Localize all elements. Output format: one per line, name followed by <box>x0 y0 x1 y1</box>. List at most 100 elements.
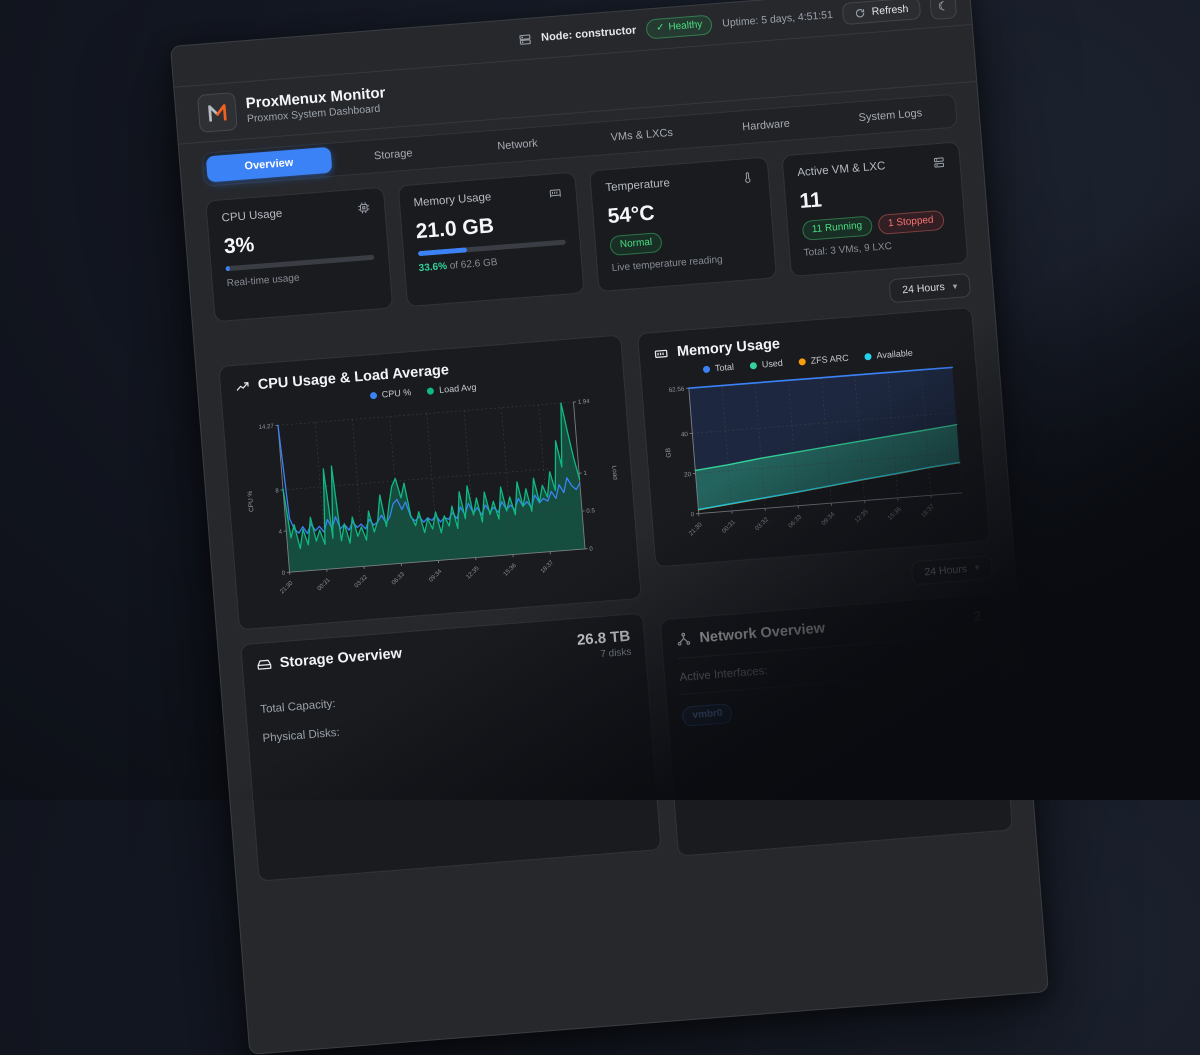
time-range-select[interactable]: 24 Hours▾ <box>888 273 971 303</box>
storage-rows: Total Capacity:Physical Disks: <box>260 675 637 745</box>
moon-icon: ☾ <box>937 0 949 14</box>
vm-card-title: Active VM & LXC <box>797 160 886 179</box>
cpu-usage-card: CPU Usage 3% Real-time usage <box>205 187 393 323</box>
memory-usage-value: 21.0 GB <box>415 209 565 245</box>
refresh-button[interactable]: Refresh <box>842 0 921 25</box>
storage-total-value: 26.8 TB <box>576 628 631 649</box>
svg-text:00:31: 00:31 <box>721 518 737 534</box>
dashboard-panel: Node: constructor ✓Healthy Uptime: 5 day… <box>170 0 1049 1055</box>
temperature-value: 54°C <box>607 194 757 230</box>
svg-text:03:32: 03:32 <box>354 574 369 589</box>
network-icon <box>676 631 692 647</box>
tab-vms-lxcs[interactable]: VMs & LXCs <box>579 117 705 153</box>
cpu-load-chart: 21:30 00:31 03:32 06:33 09:34 12:35 15:36 18:37… <box>237 383 627 620</box>
svg-text:18:37: 18:37 <box>920 503 936 519</box>
temperature-status-badge: Normal <box>609 232 663 256</box>
chevron-down-icon: ▾ <box>975 563 980 574</box>
vm-count-value: 11 <box>799 178 949 214</box>
svg-text:21:30: 21:30 <box>688 521 704 537</box>
cpu-chip-icon <box>356 201 370 218</box>
cpu-card-caption: Real-time usage <box>226 267 375 290</box>
vm-running-badge: 11 Running <box>801 215 873 240</box>
memory-icon <box>654 345 670 361</box>
vm-card-caption: Total: 3 VMs, 9 LXC <box>803 236 952 259</box>
svg-text:12:35: 12:35 <box>466 565 481 580</box>
svg-text:00:31: 00:31 <box>317 577 332 592</box>
network-card-title: Network Overview <box>699 620 826 646</box>
svg-text:03:32: 03:32 <box>754 516 770 532</box>
main-grid: CPU Usage & Load Average CPU %Load Avg 2… <box>218 307 1013 890</box>
svg-text:20: 20 <box>684 471 692 479</box>
memory-usage-card: Memory Usage 21.0 GB 33.6% of 62.6 GB <box>397 172 585 308</box>
temperature-card-title: Temperature <box>605 177 670 194</box>
tab-hardware[interactable]: Hardware <box>703 108 829 144</box>
storage-disks-value: 7 disks <box>578 647 632 662</box>
server-icon <box>518 32 532 46</box>
svg-text:09:34: 09:34 <box>821 511 837 527</box>
chevron-down-icon: ▾ <box>952 280 957 291</box>
svg-text:15:36: 15:36 <box>503 562 518 577</box>
svg-text:0: 0 <box>691 511 696 518</box>
proxmenux-logo <box>197 92 238 133</box>
svg-text:06:33: 06:33 <box>788 513 804 529</box>
svg-text:0: 0 <box>282 571 286 577</box>
svg-text:CPU %: CPU % <box>247 490 256 512</box>
memory-usage-chart: 21:30 00:31 03:32 06:33 09:34 12:35 15:36 18:37… <box>656 356 975 557</box>
svg-text:14.27: 14.27 <box>258 424 274 431</box>
hard-drive-icon <box>256 656 272 672</box>
svg-text:21:30: 21:30 <box>279 580 294 595</box>
temperature-card: Temperature 54°C Normal Live temperature… <box>589 156 777 292</box>
storage-card-title: Storage Overview <box>279 646 402 672</box>
svg-text:0.5: 0.5 <box>586 508 595 515</box>
time-range-select-2[interactable]: 24 Hours▾ <box>911 555 994 585</box>
svg-text:GB: GB <box>665 447 673 458</box>
svg-text:Load: Load <box>610 465 618 480</box>
memory-progress-fill <box>417 247 467 256</box>
memory-chart-title: Memory Usage <box>676 336 780 360</box>
svg-text:15:36: 15:36 <box>887 505 903 521</box>
svg-text:8: 8 <box>275 488 279 494</box>
svg-text:0: 0 <box>589 546 593 552</box>
interface-badge: vmbr0 <box>682 703 733 727</box>
tab-system-logs[interactable]: System Logs <box>827 98 953 134</box>
trending-up-icon <box>234 378 250 394</box>
network-overview-card: Network Overview 2 Active Interfaces: vm… <box>660 593 1013 857</box>
legend-item: Used <box>749 358 783 371</box>
temperature-caption: Live temperature reading <box>611 251 760 274</box>
cpu-usage-value: 3% <box>223 224 373 260</box>
thermometer-icon <box>740 171 754 188</box>
svg-text:18:37: 18:37 <box>540 559 555 574</box>
tab-storage[interactable]: Storage <box>330 137 456 173</box>
vm-stopped-badge: 1 Stopped <box>877 210 944 235</box>
refresh-icon <box>854 7 866 19</box>
cpu-progress-fill <box>225 266 230 271</box>
cpu-card-title: CPU Usage <box>221 208 282 225</box>
memory-card-caption: 33.6% of 62.6 GB <box>418 252 567 275</box>
legend-item: CPU % <box>369 387 411 400</box>
theme-toggle-button[interactable]: ☾ <box>929 0 957 20</box>
svg-text:40: 40 <box>681 431 689 439</box>
svg-text:62.56: 62.56 <box>669 386 686 394</box>
page-background: Node: constructor ✓Healthy Uptime: 5 day… <box>0 0 1200 800</box>
svg-text:1.94: 1.94 <box>578 399 591 406</box>
memory-card-title: Memory Usage <box>413 191 492 209</box>
storage-overview-card: Storage Overview 26.8 TB 7 disks Total C… <box>240 613 662 882</box>
active-vm-lxc-card: Active VM & LXC 11 11 Running 1 Stopped … <box>781 141 969 277</box>
memory-chip-icon <box>548 186 562 203</box>
network-interface-count: 2 <box>973 608 981 624</box>
svg-text:12:35: 12:35 <box>854 508 870 524</box>
svg-text:09:34: 09:34 <box>428 568 443 583</box>
tab-overview[interactable]: Overview <box>206 147 332 183</box>
svg-text:4: 4 <box>278 529 282 535</box>
svg-text:1: 1 <box>583 471 587 477</box>
uptime-text: Uptime: 5 days, 4:51:51 <box>722 9 834 30</box>
tab-network[interactable]: Network <box>454 127 580 163</box>
check-icon: ✓ <box>656 21 665 36</box>
server-stack-icon <box>932 156 946 173</box>
cpu-load-chart-card: CPU Usage & Load Average CPU %Load Avg 2… <box>218 334 642 630</box>
legend-item: Total <box>703 362 735 374</box>
svg-text:06:33: 06:33 <box>391 571 406 586</box>
health-badge: ✓Healthy <box>645 14 713 39</box>
